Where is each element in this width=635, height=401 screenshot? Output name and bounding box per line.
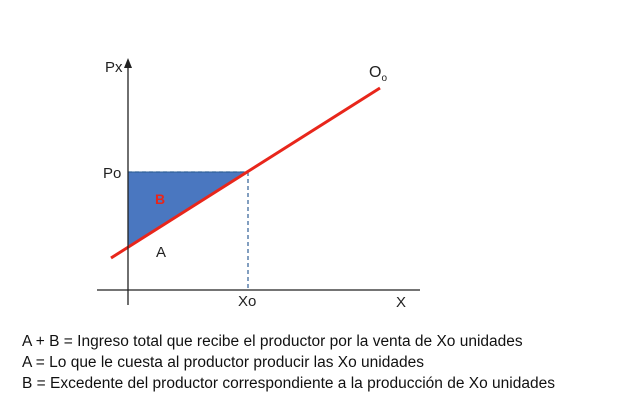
x-axis-label: X <box>396 294 406 311</box>
region-a-label: A <box>156 244 166 261</box>
producer-surplus-diagram: Px Po Xo X A B Oo <box>97 58 420 311</box>
supply-label-sub: o <box>381 73 387 84</box>
supply-label-main: O <box>369 64 381 81</box>
supply-curve-label: Oo <box>369 64 387 84</box>
legend: A + B = Ingreso total que recibe el prod… <box>22 331 555 394</box>
legend-line-2: A = Lo que le cuesta al productor produc… <box>22 354 424 371</box>
supply-line <box>110 86 381 260</box>
legend-line-3: B = Excedente del productor correspondie… <box>22 375 555 392</box>
price-label: Po <box>103 165 121 182</box>
y-axis-label: Px <box>105 59 123 76</box>
quantity-label: Xo <box>238 293 256 310</box>
region-b-label: B <box>155 191 165 207</box>
legend-line-1: A + B = Ingreso total que recibe el prod… <box>22 333 523 350</box>
y-axis-arrow <box>124 58 132 68</box>
